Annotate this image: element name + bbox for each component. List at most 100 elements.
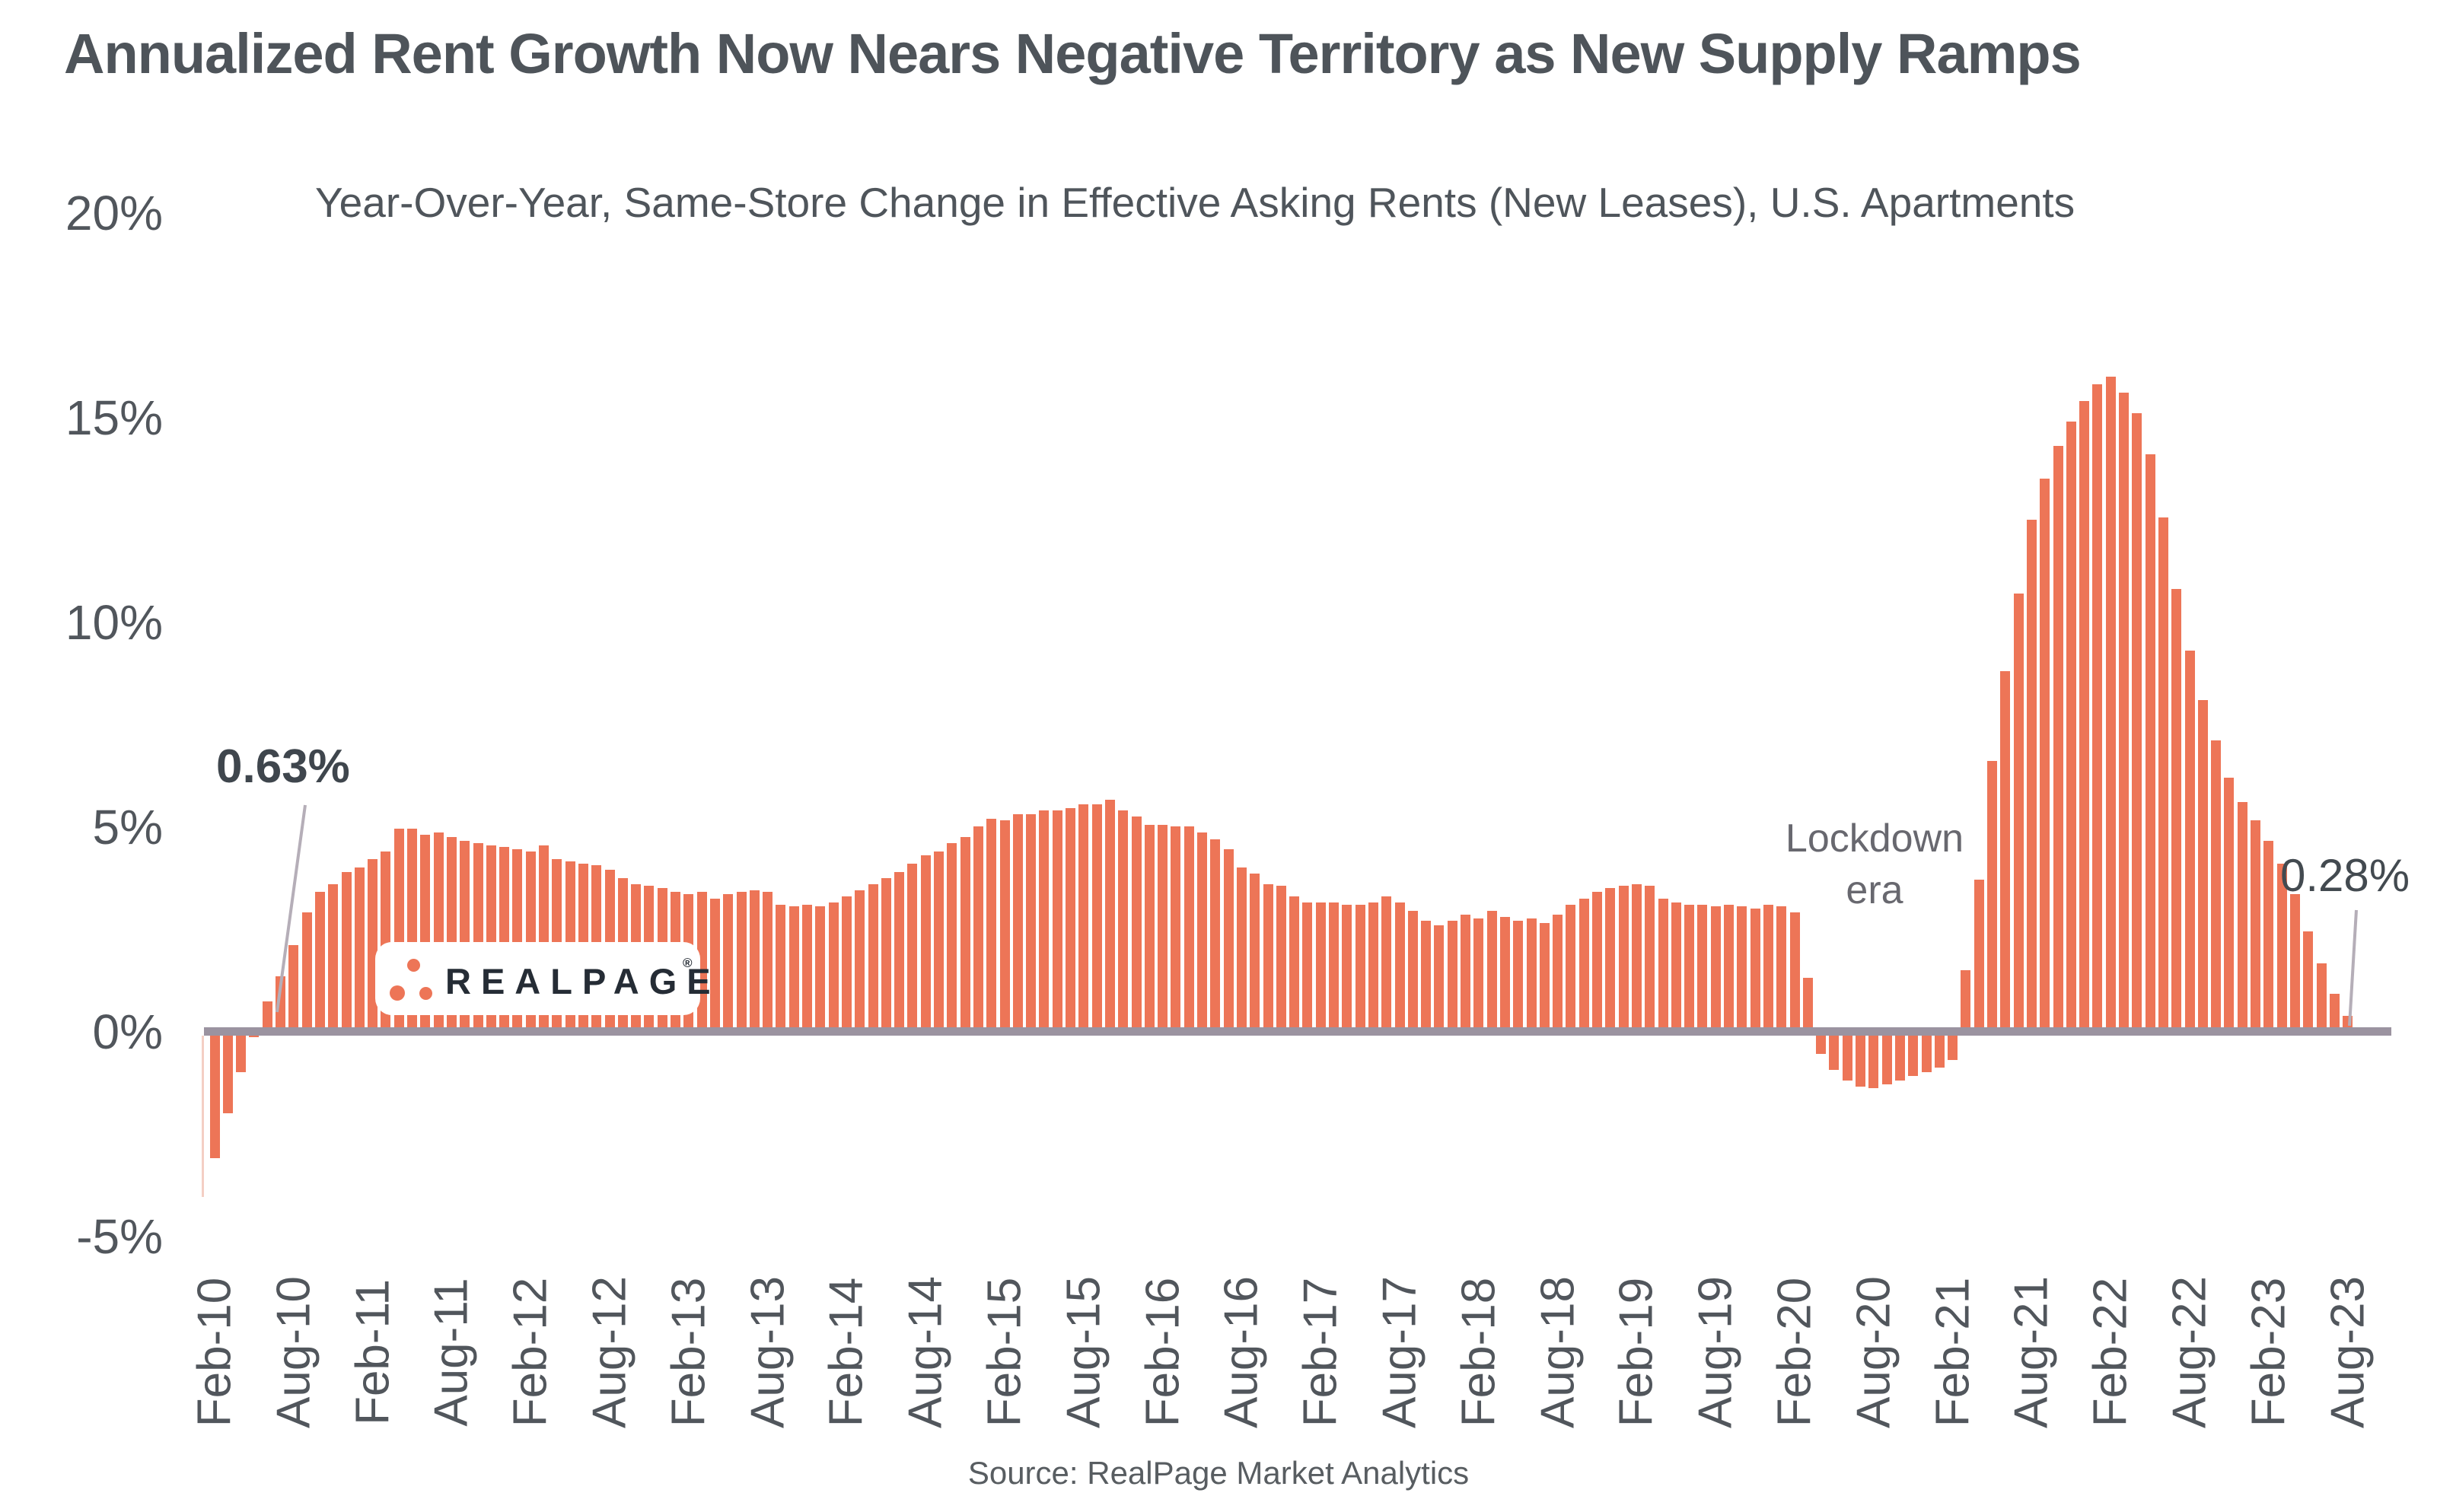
bar-Aug-23: [2343, 1015, 2353, 1027]
bar-Feb-23: [2263, 841, 2274, 1027]
bar-Aug-13: [763, 892, 773, 1027]
bar-May-20: [1829, 1036, 1840, 1071]
x-tick-label: Feb-13: [662, 1277, 715, 1428]
bar-Nov-17: [1434, 925, 1445, 1027]
bar-Jun-15: [1052, 810, 1062, 1027]
bar-Jan-23: [2251, 820, 2260, 1027]
bar-Sep-21: [2040, 479, 2050, 1027]
bar-Jul-14: [907, 863, 918, 1027]
bar-Sep-15: [1091, 804, 1102, 1027]
bar-Jun-17: [1368, 902, 1378, 1027]
bar-Jul-23: [2329, 994, 2340, 1027]
bar-Dec-17: [1447, 921, 1457, 1027]
bar-Apr-17: [1342, 904, 1352, 1027]
bar-Oct-16: [1263, 883, 1273, 1027]
logo-dot-icon: [419, 987, 432, 1000]
bar-Oct-10: [314, 892, 325, 1027]
bar-Dec-20: [1921, 1036, 1932, 1072]
chart-subtitle: Year-Over-Year, Same-Store Change in Eff…: [315, 179, 2075, 226]
bar-Mar-23: [2276, 863, 2287, 1027]
bar-Apr-16: [1183, 826, 1194, 1027]
bar-Mar-16: [1171, 826, 1181, 1027]
logo-dot-icon: [407, 959, 420, 972]
y-tick-label: 0%: [92, 1004, 164, 1059]
bar-May-18: [1513, 921, 1524, 1027]
bar-Mar-22: [2119, 393, 2129, 1027]
annotation-lockdown-line1: Lockdown: [1785, 816, 1964, 861]
bar-Jan-20: [1776, 906, 1787, 1027]
bar-Aug-18: [1553, 915, 1563, 1027]
bar-Jun-23: [2316, 963, 2327, 1027]
bar-Aug-14: [920, 855, 931, 1027]
bar-Jul-19: [1697, 904, 1708, 1027]
x-tick-label: Aug-11: [425, 1278, 478, 1427]
bar-Jul-20: [1856, 1036, 1865, 1087]
bar-Jun-22: [2158, 517, 2168, 1027]
bar-Jun-16: [1210, 839, 1221, 1027]
bar-Jul-17: [1381, 896, 1392, 1027]
bar-Feb-18: [1473, 918, 1484, 1027]
bar-Feb-11: [368, 859, 378, 1027]
bar-Jan-22: [2092, 384, 2103, 1027]
bar-Jun-21: [2000, 670, 2011, 1027]
bar-Jul-13: [749, 890, 760, 1027]
bar-Mar-21: [1961, 969, 1971, 1027]
y-tick-label: 20%: [65, 186, 163, 240]
y-tick-label: 10%: [65, 595, 163, 650]
x-tick-label: Feb-16: [1136, 1277, 1190, 1428]
bar-Sep-13: [776, 904, 786, 1027]
bar-Jul-10: [276, 976, 285, 1027]
bar-Mar-14: [855, 890, 865, 1027]
bar-Feb-10: [209, 1036, 220, 1158]
bar-Jun-18: [1526, 918, 1537, 1027]
bar-Jul-18: [1539, 922, 1550, 1027]
bar-May-10: [249, 1036, 260, 1038]
bar-Jan-15: [986, 818, 997, 1027]
bar-Sep-19: [1724, 904, 1734, 1027]
bar-Oct-20: [1894, 1036, 1905, 1081]
bar-Nov-14: [960, 836, 970, 1027]
bar-Jan-16: [1144, 824, 1155, 1027]
bar-Aug-10: [288, 945, 299, 1027]
bar-Oct-19: [1737, 906, 1747, 1027]
bar-Feb-20: [1789, 912, 1800, 1027]
bar-May-21: [1987, 761, 1997, 1027]
bar-Nov-16: [1276, 886, 1286, 1027]
bar-Nov-18: [1592, 892, 1602, 1027]
bar-May-15: [1039, 810, 1050, 1027]
bar-Nov-13: [802, 904, 812, 1027]
bar-Jan-11: [354, 867, 365, 1027]
x-tick-label: Feb-20: [1768, 1277, 1821, 1428]
bar-Aug-19: [1710, 906, 1721, 1027]
bar-Aug-22: [2184, 651, 2195, 1027]
x-tick-label: Feb-17: [1294, 1277, 1347, 1428]
bar-Oct-14: [947, 842, 957, 1027]
bar-Nov-20: [1908, 1036, 1919, 1077]
bar-Jun-10: [262, 1001, 272, 1027]
bar-Feb-14: [841, 896, 852, 1027]
bar-Mar-20: [1802, 978, 1813, 1027]
bar-Jun-19: [1684, 904, 1695, 1027]
x-tick-label: Aug-20: [1847, 1276, 1900, 1428]
bar-Jul-21: [2013, 593, 2024, 1027]
bar-Nov-15: [1118, 810, 1129, 1027]
bar-Mar-17: [1329, 902, 1339, 1027]
logo-dot-icon: [390, 985, 405, 1001]
y-tick-label: 15%: [65, 390, 163, 445]
bar-Dec-14: [973, 826, 983, 1027]
left-edge-guide-line: [202, 1036, 204, 1197]
bar-Jun-20: [1842, 1036, 1852, 1081]
source-credit: Source: RealPage Market Analytics: [967, 1455, 1470, 1491]
bar-Apr-14: [868, 883, 878, 1027]
bar-May-17: [1355, 904, 1365, 1027]
bar-May-14: [881, 877, 891, 1027]
bar-Aug-21: [2026, 519, 2037, 1027]
x-tick-label: Aug-21: [2005, 1276, 2058, 1428]
x-tick-label: Aug-12: [583, 1276, 636, 1428]
bar-Jan-14: [828, 902, 839, 1027]
bar-Dec-22: [2237, 802, 2247, 1027]
bar-Jul-22: [2171, 589, 2182, 1027]
zero-baseline-axis: [204, 1027, 2391, 1036]
bar-Nov-21: [2066, 421, 2076, 1027]
